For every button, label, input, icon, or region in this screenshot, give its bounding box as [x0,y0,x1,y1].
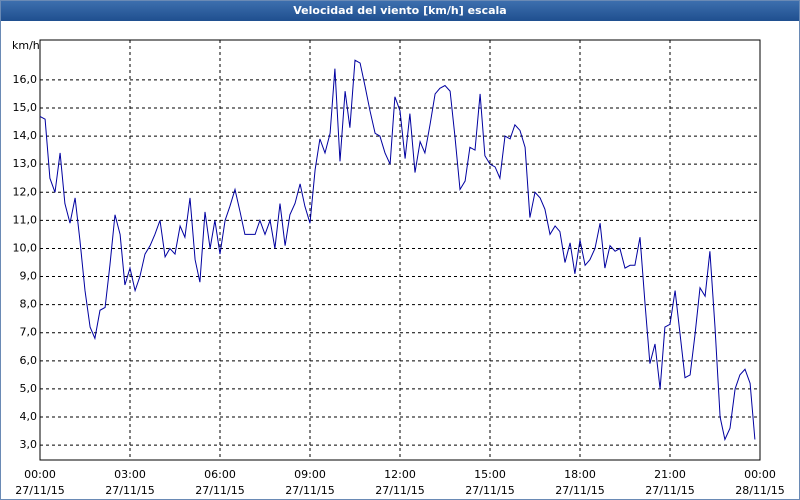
x-tick-label: 09:00 [294,468,326,481]
x-tick-date: 28/11/15 [735,484,784,497]
y-tick-label: 3,0 [20,438,38,451]
y-tick-label: 16,0 [13,73,38,86]
y-tick-label: 7,0 [20,326,38,339]
y-tick-label: 14,0 [13,129,38,142]
y-tick-label: 4,0 [20,410,38,423]
x-tick-label: 06:00 [204,468,236,481]
x-tick-date: 27/11/15 [285,484,334,497]
data-line [39,59,756,442]
y-tick-label: 15,0 [13,101,38,114]
x-tick-date: 27/11/15 [555,484,604,497]
x-tick-label: 15:00 [474,468,506,481]
x-tick-date: 27/11/15 [195,484,244,497]
title-bar: Velocidad del viento [km/h] escala [1,1,799,21]
x-tick-label: 21:00 [654,468,686,481]
x-tick-label: 00:00 [24,468,56,481]
x-tick-date: 27/11/15 [465,484,514,497]
x-tick-label: 12:00 [384,468,416,481]
y-tick-label: 5,0 [20,382,38,395]
x-tick-date: 27/11/15 [645,484,694,497]
y-tick-label: 9,0 [20,270,38,283]
x-tick-date: 27/11/15 [105,484,154,497]
y-tick-label: 13,0 [13,157,38,170]
x-tick-label: 03:00 [114,468,146,481]
y-tick-label: 12,0 [13,185,38,198]
y-tick-label: 10,0 [13,241,38,254]
x-tick-date: 27/11/15 [15,484,64,497]
y-tick-label: 8,0 [20,298,38,311]
x-tick-label: 00:00 [744,468,776,481]
x-tick-label: 18:00 [564,468,596,481]
y-axis-label: km/h [12,39,40,52]
y-tick-label: 11,0 [13,213,38,226]
y-tick-label: 6,0 [20,354,38,367]
x-tick-date: 27/11/15 [375,484,424,497]
